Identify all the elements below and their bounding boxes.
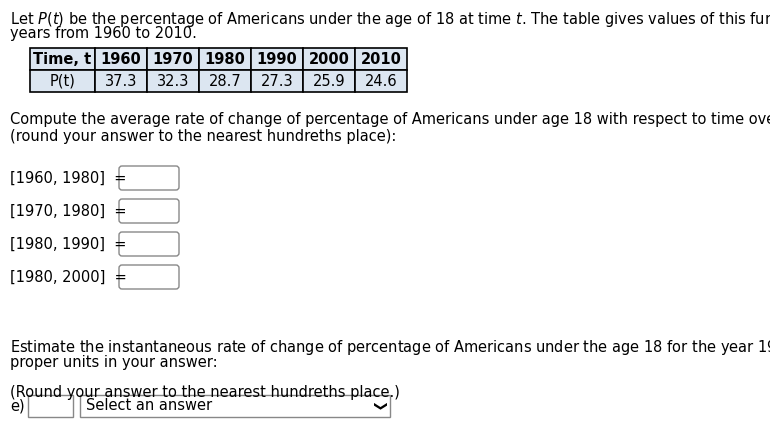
- Text: Time, t: Time, t: [33, 51, 92, 67]
- Bar: [251, 48, 303, 70]
- Text: 2000: 2000: [309, 51, 350, 67]
- Bar: [95, 48, 147, 70]
- FancyBboxPatch shape: [80, 395, 390, 417]
- Text: (Round your answer to the nearest hundreths place.): (Round your answer to the nearest hundre…: [10, 385, 400, 400]
- Text: P(t): P(t): [49, 73, 75, 89]
- Bar: [251, 70, 303, 92]
- Text: ❯: ❯: [371, 401, 384, 411]
- Text: 1960: 1960: [101, 51, 142, 67]
- Text: 24.6: 24.6: [365, 73, 397, 89]
- Bar: [199, 48, 251, 70]
- Bar: [199, 70, 251, 92]
- FancyBboxPatch shape: [119, 199, 179, 223]
- FancyBboxPatch shape: [119, 232, 179, 256]
- Text: [1980, 2000]  =: [1980, 2000] =: [10, 270, 127, 284]
- Bar: [303, 48, 355, 70]
- Text: 1990: 1990: [256, 51, 297, 67]
- Text: 37.3: 37.3: [105, 73, 137, 89]
- Text: Let $P(t)$ be the percentage of Americans under the age of 18 at time $t$. The t: Let $P(t)$ be the percentage of American…: [10, 10, 770, 29]
- Text: 32.3: 32.3: [157, 73, 189, 89]
- Text: years from 1960 to 2010.: years from 1960 to 2010.: [10, 26, 197, 41]
- Bar: [355, 70, 407, 92]
- Text: [1970, 1980]  =: [1970, 1980] =: [10, 203, 126, 219]
- FancyBboxPatch shape: [28, 395, 73, 417]
- Text: proper units in your answer:: proper units in your answer:: [10, 355, 218, 370]
- Bar: [95, 70, 147, 92]
- Bar: [30, 70, 95, 92]
- Text: [1980, 1990]  =: [1980, 1990] =: [10, 236, 126, 252]
- Text: 25.9: 25.9: [313, 73, 345, 89]
- Text: e): e): [10, 398, 25, 413]
- Bar: [147, 70, 199, 92]
- Text: Select an answer: Select an answer: [86, 398, 212, 413]
- Text: 27.3: 27.3: [261, 73, 293, 89]
- Bar: [303, 70, 355, 92]
- Text: 1980: 1980: [205, 51, 246, 67]
- Bar: [30, 48, 95, 70]
- FancyBboxPatch shape: [119, 166, 179, 190]
- Text: Estimate the instantaneous rate of change of percentage of Americans under the a: Estimate the instantaneous rate of chang…: [10, 338, 770, 357]
- Bar: [355, 48, 407, 70]
- FancyBboxPatch shape: [119, 265, 179, 289]
- Text: Compute the average rate of change of percentage of Americans under age 18 with : Compute the average rate of change of pe…: [10, 112, 770, 127]
- Text: [1960, 1980]  =: [1960, 1980] =: [10, 170, 126, 186]
- Text: (round your answer to the nearest hundreths place):: (round your answer to the nearest hundre…: [10, 129, 397, 144]
- Text: 28.7: 28.7: [209, 73, 241, 89]
- Text: 1970: 1970: [152, 51, 193, 67]
- Text: 2010: 2010: [360, 51, 401, 67]
- Bar: [147, 48, 199, 70]
